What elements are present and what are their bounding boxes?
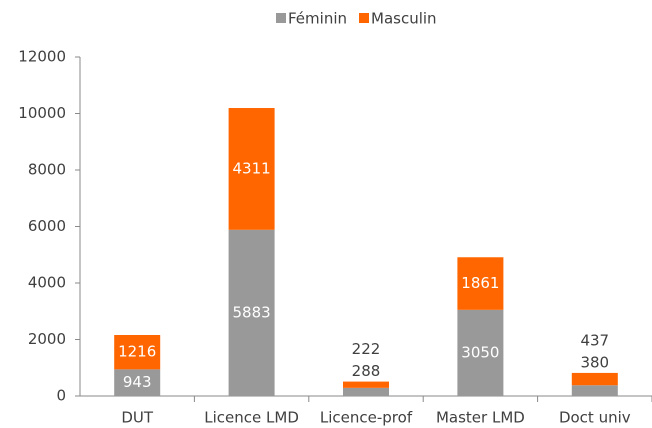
y-tick-label: 0 [56, 387, 66, 405]
legend-label: Masculin [371, 10, 437, 28]
bar-segment [228, 108, 275, 230]
y-tick-label: 2000 [28, 330, 66, 348]
legend-swatch [276, 13, 286, 23]
legend-label: Féminin [288, 10, 347, 28]
x-tick-label: Master LMD [436, 409, 525, 427]
y-tick-label: 6000 [28, 217, 66, 235]
x-tick-label: Doct univ [559, 409, 631, 427]
bar-segment [457, 309, 504, 396]
data-label: 1216 [118, 343, 156, 361]
y-tick-label: 10000 [18, 104, 66, 122]
data-label: 288 [352, 362, 381, 380]
x-tick-label: DUT [121, 409, 154, 427]
y-tick-label: 4000 [28, 274, 66, 292]
data-label: 380 [580, 353, 609, 371]
bar-segment [343, 381, 389, 388]
bar-segment [114, 335, 161, 370]
x-tick-label: Licence LMD [204, 409, 299, 427]
data-label: 4311 [233, 159, 271, 177]
bar-segment [457, 257, 504, 310]
data-label: 3050 [461, 343, 499, 361]
bar-segment [571, 385, 618, 396]
data-label: 437 [580, 331, 609, 349]
y-tick-label: 12000 [18, 48, 66, 66]
bar-segment [114, 369, 161, 396]
bar-segment [228, 229, 275, 396]
y-tick-label: 8000 [28, 161, 66, 179]
data-label: 943 [123, 373, 152, 391]
data-label: 222 [352, 340, 381, 358]
x-tick-label: Licence-prof [320, 409, 413, 427]
bar-segment [571, 372, 618, 386]
legend-swatch [359, 13, 369, 23]
data-label: 5883 [233, 303, 271, 321]
data-label: 1861 [461, 274, 499, 292]
bar-segment [343, 387, 389, 396]
